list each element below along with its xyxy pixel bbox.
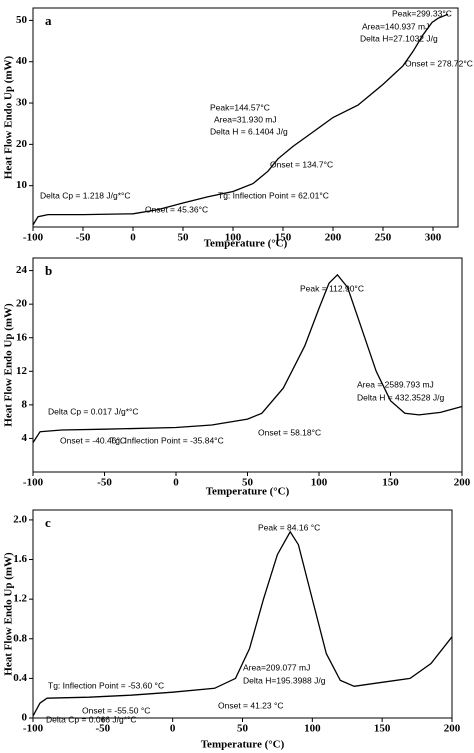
y-tick-label: 12 [16, 365, 28, 377]
annotation: Onset = -40.46°C [60, 435, 126, 445]
x-tick-label: 200 [454, 477, 471, 489]
x-tick-label: 150 [382, 477, 399, 489]
y-axis-label: Heat Flow Endo Up (mW) [3, 303, 15, 427]
y-axis-label: Heat Flow Endo Up (mW) [3, 552, 15, 676]
annotation: Area=209.077 mJ [243, 662, 310, 672]
annotation: Delta H=27.1032 J/g [360, 33, 438, 43]
x-tick-label: 50 [237, 723, 249, 735]
y-tick-label: 8 [22, 398, 28, 410]
x-tick-label: 300 [425, 232, 442, 244]
x-tick-label: 150 [374, 723, 391, 735]
y-tick-label: 40 [16, 55, 28, 67]
annotation: Tg: Inflection Point = -35.84°C [110, 435, 224, 445]
curve [32, 13, 449, 226]
y-tick-label: 24 [16, 264, 28, 276]
annotation: Onset = 278.72°C [405, 58, 473, 68]
y-tick-label: 10 [16, 179, 28, 191]
y-tick-label: 0 [22, 712, 28, 724]
x-tick-label: 100 [225, 232, 242, 244]
x-tick-label: 250 [375, 232, 392, 244]
x-tick-label: 150 [275, 232, 292, 244]
x-tick-label: -50 [95, 723, 110, 735]
annotation: Area=140.937 mJ [362, 21, 429, 31]
annotation: Onset = 58.18°C [258, 427, 321, 437]
x-tick-label: -50 [97, 477, 112, 489]
annotation: Delta H=195.3988 J/g [243, 675, 326, 685]
x-tick-label: -50 [76, 232, 91, 244]
x-tick-label: 0 [173, 477, 179, 489]
y-tick-label: 2.0 [13, 513, 27, 525]
x-tick-label: -100 [23, 723, 44, 735]
annotation: Onset = 134.7°C [270, 159, 333, 169]
annotation: Delta Cp = 0.017 J/g*°C [48, 406, 139, 416]
annotation: Delta H = 6.1404 J/g [210, 126, 288, 136]
x-tick-label: 100 [304, 723, 321, 735]
y-tick-label: 0.4 [13, 672, 27, 684]
panel-label: c [45, 515, 51, 530]
x-tick-label: 50 [242, 477, 254, 489]
annotation: Onset = 45.36°C [145, 204, 208, 214]
y-tick-label: 1.2 [13, 593, 27, 605]
y-tick-label: 20 [16, 298, 28, 310]
curve [32, 530, 453, 717]
panel-label: b [45, 263, 52, 278]
annotation: Onset = 41.23 °C [218, 700, 284, 710]
y-axis-label: Heat Flow Endo Up (mW) [3, 55, 15, 179]
annotation: Area=31.930 mJ [214, 114, 277, 124]
y-tick-label: 4 [22, 432, 28, 444]
curve [32, 273, 463, 443]
annotation: Peak=299.33°C [392, 8, 452, 18]
y-tick-label: 20 [16, 138, 28, 150]
x-tick-label: 50 [178, 232, 190, 244]
y-tick-label: 0.8 [13, 632, 27, 644]
annotation: Delta H = 432.3528 J/g [357, 392, 444, 402]
x-tick-label: 200 [444, 723, 461, 735]
annotation: Peak = 84.16 °C [258, 522, 320, 532]
annotation: Tg: Inflection Point = 62.01°C [218, 190, 329, 200]
x-tick-label: 200 [325, 232, 342, 244]
annotation: Onset = -55.50 °C [82, 705, 150, 715]
y-tick-label: 16 [16, 331, 28, 343]
annotation: Peak=144.57°C [210, 102, 270, 112]
x-tick-label: -100 [23, 477, 44, 489]
x-tick-label: 0 [130, 232, 136, 244]
annotation: Delta Cp = 0.066 J/g*°C [46, 714, 137, 724]
x-axis-label: Temperature (°C) [201, 739, 285, 751]
y-tick-label: 30 [16, 97, 28, 109]
x-axis-label: Temperature (°C) [204, 238, 288, 250]
x-axis-label: Temperature (°C) [206, 486, 290, 498]
panel-label: a [45, 13, 52, 28]
y-tick-label: 1.6 [13, 553, 27, 565]
plot-frame [32, 7, 459, 228]
x-tick-label: -100 [23, 232, 44, 244]
y-tick-label: 50 [16, 14, 28, 26]
annotation: Delta Cp = 1.218 J/g*°C [40, 190, 131, 200]
x-tick-label: 100 [311, 477, 328, 489]
annotation: Area = 2589.793 mJ [357, 379, 434, 389]
annotation: Tg: Inflection Point = -53.60 °C [48, 680, 164, 690]
annotation: Peak = 112.90°C [300, 283, 364, 293]
x-tick-label: 0 [170, 723, 176, 735]
